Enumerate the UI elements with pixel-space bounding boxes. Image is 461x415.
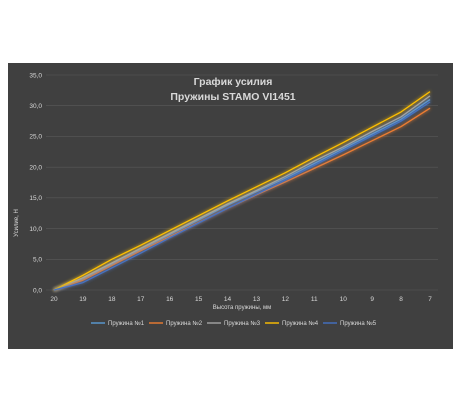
series-line [53,91,431,291]
y-tick-label: 20,0 [29,164,42,171]
series-line [53,95,431,291]
y-tick-label: 30,0 [29,103,42,110]
x-tick-label: 12 [282,296,290,303]
y-tick-label: 0,0 [33,287,42,294]
legend-entry-label: Пружина №5 [340,320,377,327]
y-tick-label: 35,0 [29,72,42,79]
force-chart: График усилия Пружины STAMO VI1451 0,0 5,… [14,72,438,327]
x-tick-label: 17 [137,296,145,303]
x-tick-label: 13 [253,296,261,303]
x-tick-label: 14 [224,296,232,303]
y-tick-label: 15,0 [29,195,42,202]
y-axis-ticks: 0,0 5,0 10,0 15,0 20,0 25,0 30,0 35,0 [29,72,42,294]
legend: Пружина №1 Пружина №2 Пружина №3 Пружина №4… [91,320,377,327]
chart-panel: График усилия Пружины STAMO VI1451 0,0 5,… [8,63,453,349]
x-tick-label: 7 [428,296,432,303]
x-tick-label: 9 [370,296,374,303]
x-tick-label: 19 [79,296,87,303]
series-line [53,101,431,291]
x-tick-label: 15 [195,296,203,303]
x-tick-label: 16 [166,296,174,303]
chart-title-line-2: Пружины STAMO VI1451 [170,91,295,103]
x-axis-label: Высота пружины, мм [213,305,271,311]
y-tick-label: 10,0 [29,226,42,233]
legend-entry-label: Пружина №4 [282,320,319,327]
series-lines [53,91,431,291]
legend-entry-label: Пружина №3 [224,320,261,327]
y-tick-label: 5,0 [33,257,42,264]
series-line [53,99,431,291]
x-axis-ticks: 20 19 18 17 16 15 14 13 12 11 10 9 8 7 [50,296,432,303]
x-tick-label: 8 [399,296,403,303]
legend-entry-label: Пружина №2 [166,320,203,327]
y-tick-label: 25,0 [29,134,42,141]
legend-entry-label: Пружина №1 [108,320,145,327]
x-tick-label: 11 [311,296,318,303]
x-tick-label: 10 [340,296,348,303]
x-tick-label: 20 [50,296,58,303]
chart-title-line-1: График усилия [194,76,273,88]
x-tick-label: 18 [108,296,116,303]
y-axis-label: Усилие, Н [14,209,20,237]
gridlines [46,74,438,291]
